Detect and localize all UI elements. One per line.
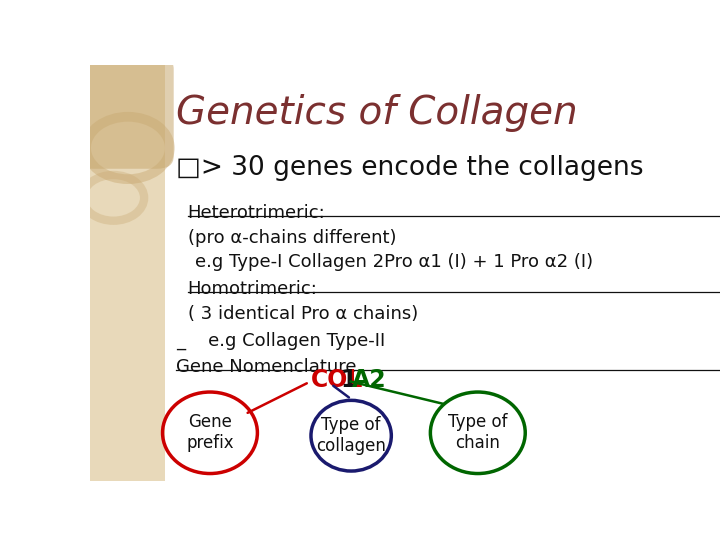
Text: Heterotrimeric:: Heterotrimeric:: [188, 204, 325, 222]
Text: ( 3 identical Pro α chains): ( 3 identical Pro α chains): [188, 305, 418, 323]
Text: 1: 1: [341, 368, 357, 392]
Text: Gene Nomenclature: Gene Nomenclature: [176, 358, 357, 376]
FancyBboxPatch shape: [90, 65, 166, 481]
Text: e.g Type-I Collagen 2Pro α1 (I) + 1 Pro α2 (I): e.g Type-I Collagen 2Pro α1 (I) + 1 Pro …: [195, 253, 593, 271]
Text: Type of
collagen: Type of collagen: [316, 416, 386, 455]
Text: Type of
chain: Type of chain: [448, 414, 508, 452]
Text: A2: A2: [351, 368, 387, 392]
Text: Homotrimeric:: Homotrimeric:: [188, 280, 318, 298]
Text: (pro α-chains different): (pro α-chains different): [188, 229, 396, 247]
Text: COL: COL: [310, 368, 363, 392]
Text: Gene
prefix: Gene prefix: [186, 414, 234, 452]
Text: □> 30 genes encode the collagens: □> 30 genes encode the collagens: [176, 156, 644, 181]
Text: Genetics of Collagen: Genetics of Collagen: [176, 94, 578, 132]
Text: _    e.g Collagen Type-II: _ e.g Collagen Type-II: [176, 332, 386, 350]
FancyBboxPatch shape: [76, 57, 174, 168]
